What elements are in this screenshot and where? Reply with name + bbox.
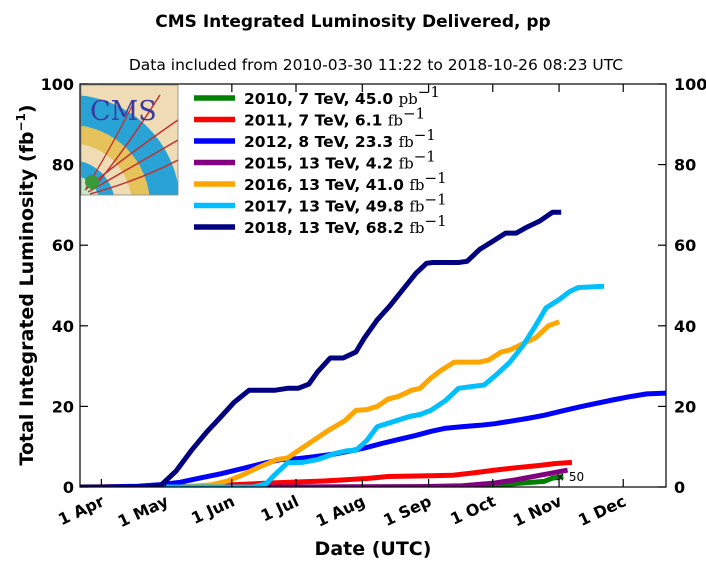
x-tick-label: 1 Jul — [258, 491, 302, 525]
legend-label: 2010, 7 TeV, 45.0 pb−1 — [244, 83, 440, 108]
y-tick-label-right: 20 — [674, 397, 696, 416]
y-tick-label-left: 80 — [52, 156, 74, 175]
chart-subtitle: Data included from 2010-03-30 11:22 to 2… — [129, 56, 623, 74]
x-tick-label: 1 Apr — [55, 491, 107, 529]
x-tick-label: 1 May — [115, 491, 172, 531]
legend-label: 2012, 8 TeV, 23.3 fb−1 — [244, 126, 436, 151]
chart-title: CMS Integrated Luminosity Delivered, pp — [155, 12, 550, 32]
series-line-6 — [80, 209, 562, 487]
x-axis-label: Date (UTC) — [315, 538, 432, 560]
x-tick-label: 1 Aug — [313, 491, 368, 530]
plot-frame — [79, 83, 667, 488]
y-tick-label-left: 40 — [52, 317, 74, 336]
cms-logo-text: CMS — [90, 96, 157, 127]
y-tick-label-left: 100 — [41, 75, 74, 94]
series-line-4 — [80, 319, 560, 487]
x-tick-label: 1 Dec — [575, 491, 629, 529]
x-tick-label: 1 Nov — [510, 491, 565, 530]
legend-label: 2015, 13 TeV, 4.2 fb−1 — [244, 148, 436, 173]
y-tick-label-right: 80 — [674, 156, 696, 175]
y-axis-label-exp: −1 — [14, 113, 28, 131]
x-tick-label: 1 Oct — [447, 491, 498, 528]
y-tick-label-left: 0 — [63, 478, 74, 497]
y-tick-label-right: 40 — [674, 317, 696, 336]
y-tick-label-right: 0 — [674, 478, 685, 497]
series-layer — [80, 209, 666, 487]
series-line-1 — [80, 459, 573, 487]
y-tick-label-left: 60 — [52, 236, 74, 255]
scale-annotation: × 50 — [555, 470, 584, 484]
legend-label: 2016, 13 TeV, 41.0 fb−1 — [244, 169, 447, 194]
y-tick-label-right: 100 — [674, 75, 706, 94]
y-axis-label: Total Integrated Luminosity (fb−1) — [14, 104, 38, 465]
series-line-5 — [80, 283, 605, 487]
x-tick-label: 1 Sep — [380, 491, 434, 530]
legend-label: 2011, 7 TeV, 6.1 fb−1 — [244, 105, 425, 130]
y-axis-label-main: Total Integrated Luminosity (fb — [16, 132, 38, 466]
legend-label: 2018, 13 TeV, 68.2 fb−1 — [244, 212, 447, 237]
cms-logo: CMS — [80, 84, 179, 196]
y-tick-label-left: 20 — [52, 397, 74, 416]
y-ticks: 0 0 20 20 40 40 60 60 80 80 100 100 — [41, 75, 706, 497]
y-axis-label-close: ) — [16, 104, 38, 113]
y-tick-label-right: 60 — [674, 236, 696, 255]
x-tick-label: 1 Jun — [188, 491, 237, 527]
legend-label: 2017, 13 TeV, 49.8 fb−1 — [244, 191, 447, 216]
series-line-2 — [101, 390, 666, 487]
